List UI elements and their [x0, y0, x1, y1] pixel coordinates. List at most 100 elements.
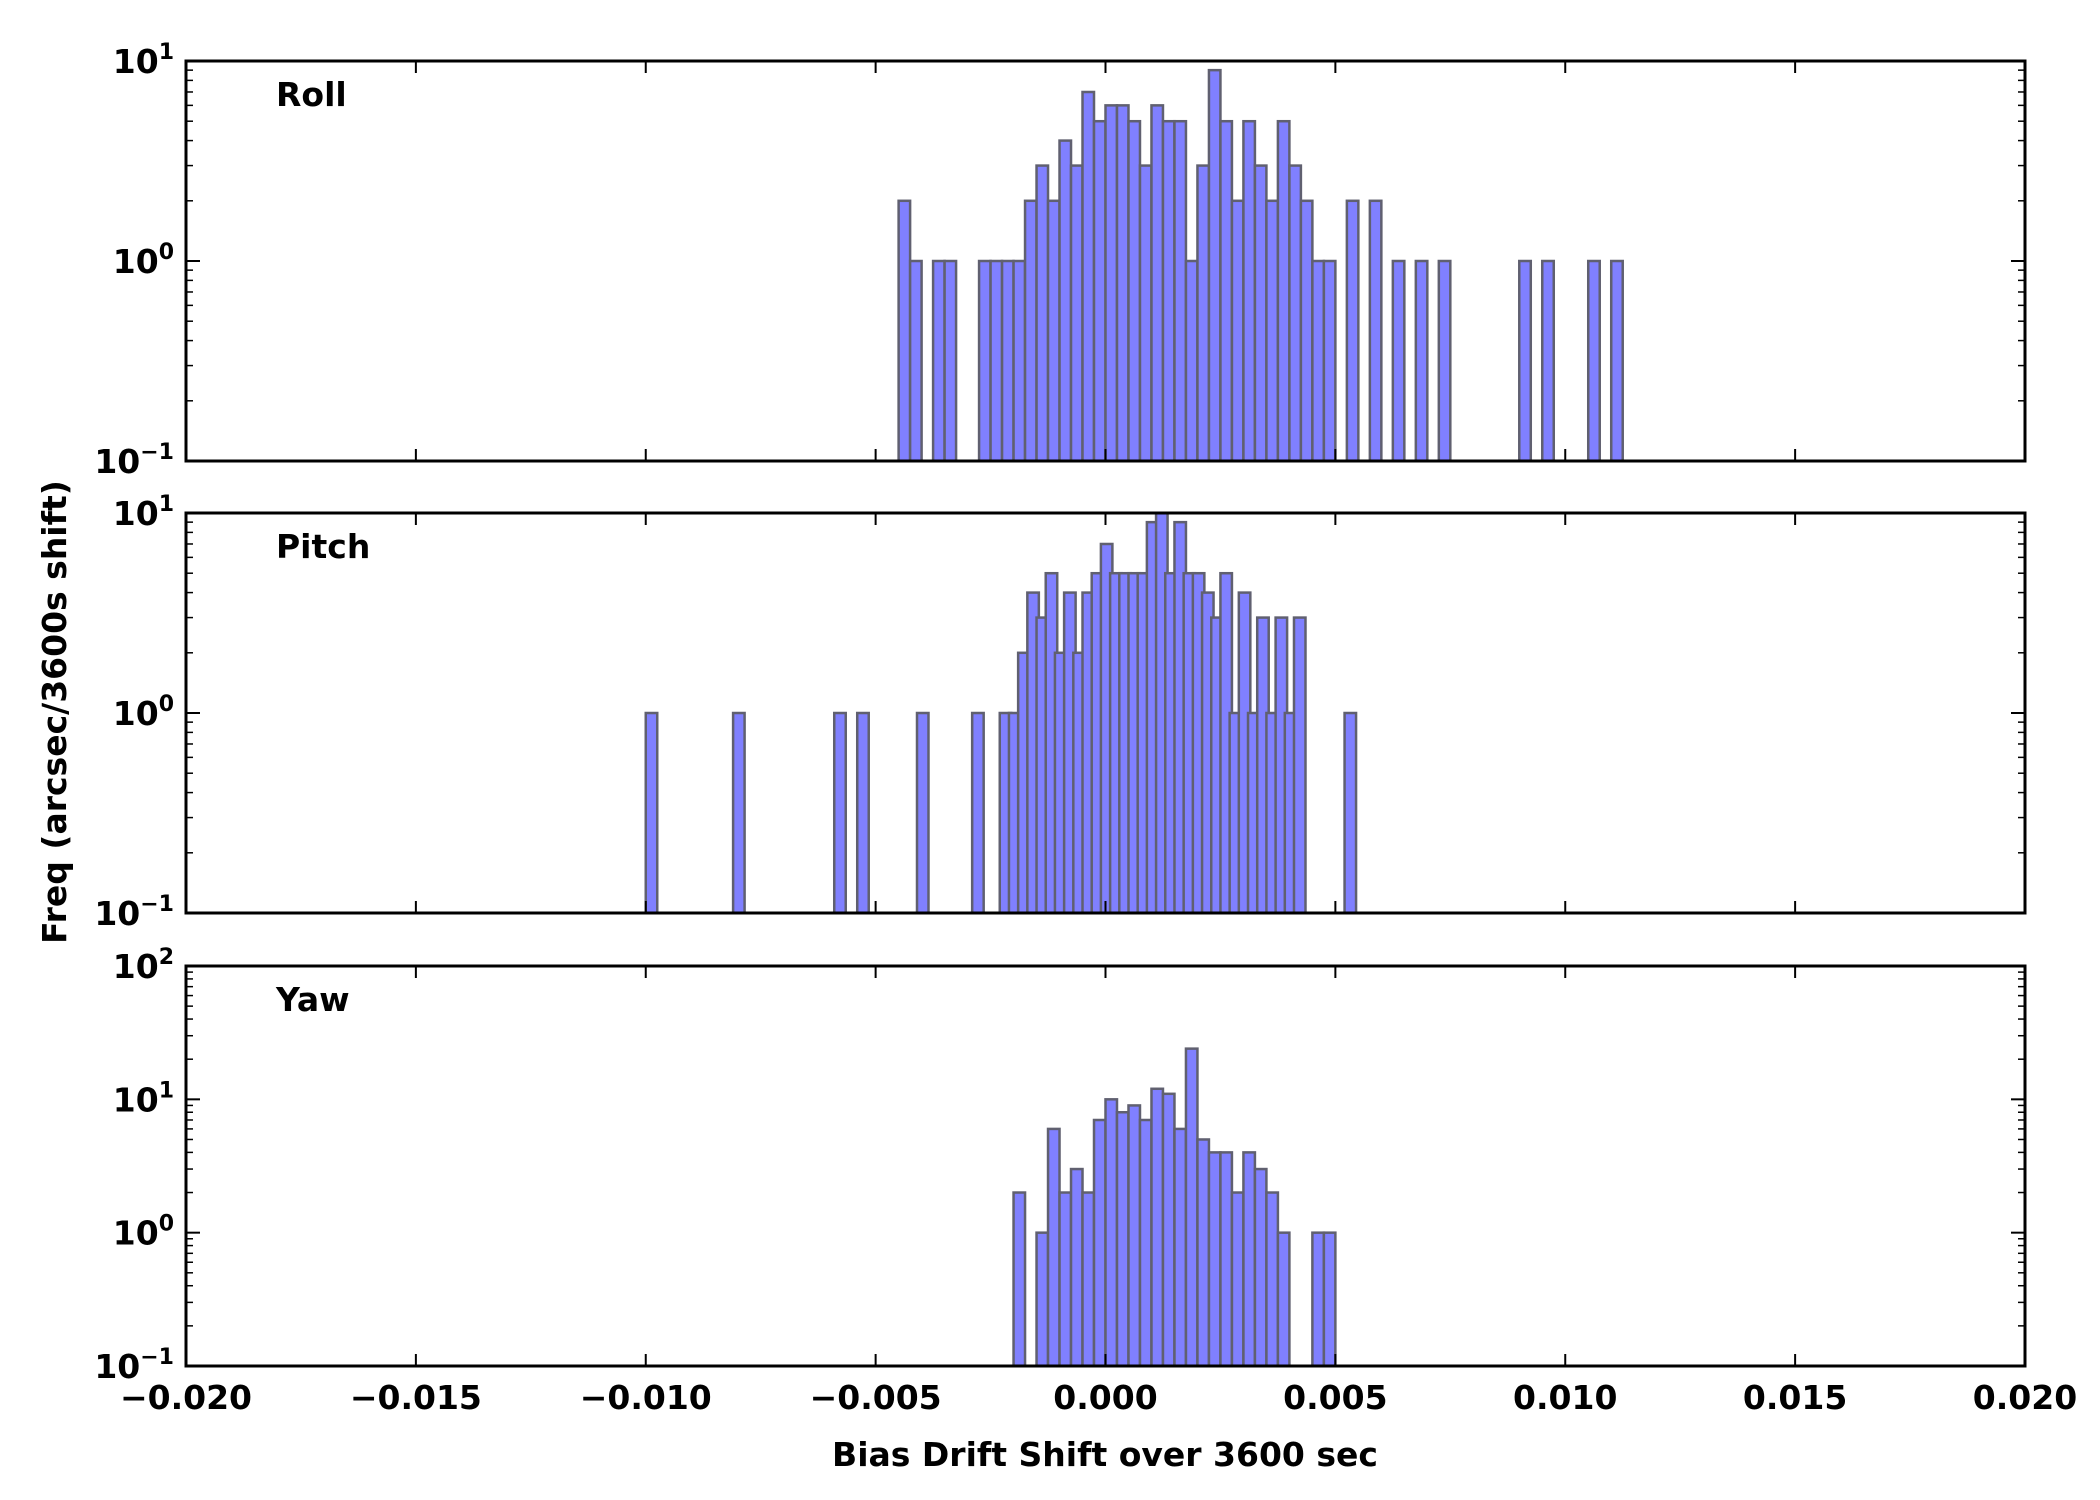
histogram-bar — [1000, 259, 1015, 461]
pitch-panel-label: Pitch — [276, 527, 370, 566]
histogram-bar — [931, 259, 946, 461]
y-tick-label: 100 — [113, 1212, 174, 1253]
histogram-bar — [1058, 139, 1073, 461]
histogram-bar — [1207, 68, 1222, 461]
roll-ticks — [185, 60, 2026, 462]
y-tick-label: 10−1 — [94, 1345, 174, 1386]
histogram-bar — [1081, 1191, 1096, 1366]
histogram-bar — [1035, 1231, 1050, 1366]
histogram-bar — [1150, 1087, 1165, 1366]
histogram-bar — [1253, 1167, 1268, 1366]
histogram-bar — [1343, 711, 1358, 913]
histogram-bar — [855, 711, 870, 913]
histogram-bar — [1127, 119, 1142, 461]
x-tick-label: −0.010 — [580, 1378, 712, 1417]
histogram-bar — [1230, 1191, 1245, 1366]
yaw-panel-label: Yaw — [275, 980, 350, 1019]
histogram-bar — [1092, 119, 1107, 461]
histogram-bar — [1609, 259, 1624, 461]
histogram-bar — [1276, 119, 1291, 461]
histogram-bar — [1242, 1151, 1257, 1366]
histogram-bar — [1081, 90, 1096, 461]
histogram-bar — [1046, 1127, 1061, 1366]
histogram-bar — [1437, 259, 1452, 461]
x-tick-label: 0.015 — [1743, 1378, 1847, 1417]
histogram-bar — [1219, 119, 1234, 461]
histogram-bar — [1196, 1138, 1211, 1366]
histogram-bar — [1069, 1167, 1084, 1366]
histogram-bar — [897, 199, 912, 461]
y-tick-label: 10−1 — [94, 440, 174, 481]
x-tick-label: 0.005 — [1283, 1378, 1387, 1417]
histogram-bar — [1104, 1098, 1119, 1366]
y-tick-label: 101 — [113, 40, 174, 81]
histogram-bar — [1414, 259, 1429, 461]
histogram-bar — [1541, 259, 1556, 461]
roll-panel-label: Roll — [276, 75, 347, 114]
histogram-bar — [1391, 259, 1406, 461]
histogram-bar — [1299, 199, 1314, 461]
y-axis-label: Freq (arcsec/3600s shift) — [35, 480, 74, 944]
histogram-bar — [1219, 1151, 1234, 1366]
histogram-bar — [1253, 164, 1268, 461]
histogram-bar — [915, 711, 930, 913]
histogram-bar — [1161, 119, 1176, 461]
x-tick-label: −0.005 — [810, 1378, 942, 1417]
histogram-bar — [989, 259, 1004, 461]
histogram-bar — [1184, 259, 1199, 461]
x-tick-label: −0.020 — [120, 1378, 252, 1417]
histogram-bar — [1161, 1092, 1176, 1366]
x-tick-label: 0.010 — [1513, 1378, 1617, 1417]
y-tick-label: 102 — [113, 945, 174, 986]
histogram-bar — [1265, 1191, 1280, 1366]
pitch-histogram — [644, 513, 1358, 913]
pitch-panel: 10−1 100 101 Pitch — [94, 492, 2027, 933]
histogram-bar — [1173, 1127, 1188, 1366]
histogram-bar — [644, 711, 659, 913]
histogram-bar — [1150, 104, 1165, 461]
yaw-histogram — [1012, 1047, 1337, 1366]
histogram-bar — [1586, 259, 1601, 461]
histogram-bar — [1035, 164, 1050, 461]
yaw-ticks — [185, 965, 2026, 1367]
histogram-bar — [1012, 259, 1027, 461]
histogram-bar — [1242, 119, 1257, 461]
histogram-bar — [1196, 164, 1211, 461]
histogram-bar — [1311, 1231, 1326, 1366]
histogram-bar — [1104, 104, 1119, 461]
roll-histogram — [897, 68, 1624, 461]
histogram-bar — [1069, 164, 1084, 461]
histogram-bar — [1173, 119, 1188, 461]
histogram-bar — [1115, 104, 1130, 461]
histogram-bar — [1023, 199, 1038, 461]
x-tick-label: −0.015 — [350, 1378, 482, 1417]
histogram-bar — [1127, 1104, 1142, 1366]
histogram-bar — [977, 259, 992, 461]
histogram-bar — [1058, 1191, 1073, 1366]
histogram-bar — [1046, 199, 1061, 461]
histogram-bar — [1230, 199, 1245, 461]
histogram-bar — [1138, 1118, 1153, 1366]
histogram-bar — [1184, 1047, 1199, 1366]
histogram-bar — [1322, 259, 1337, 461]
y-tick-label: 101 — [113, 492, 174, 533]
pitch-ticks — [185, 512, 2026, 914]
panels: 10−1100101Roll10−1100101Pitch10−11001011… — [94, 40, 2077, 1417]
histogram-bar — [1518, 259, 1533, 461]
histogram-bar — [832, 711, 847, 913]
histogram-bar — [1092, 1118, 1107, 1366]
histogram-bar — [943, 259, 958, 461]
x-axis-label: Bias Drift Shift over 3600 sec — [832, 1435, 1378, 1474]
roll-panel: 10−1 100 101 Roll — [94, 40, 2027, 481]
histogram-bar — [1311, 259, 1326, 461]
histogram-bar — [1292, 616, 1307, 913]
y-tick-label: 101 — [113, 1078, 174, 1119]
histogram-bar — [731, 711, 746, 913]
histogram-bar — [1368, 199, 1383, 461]
histogram-bar — [1207, 1151, 1222, 1366]
y-tick-label: 100 — [113, 240, 174, 281]
histogram-bar — [1012, 1191, 1027, 1366]
histogram-bar — [908, 259, 923, 461]
yaw-panel: 10−1 100 101 102 Yaw −0.020 −0.015 −0.010 −0.005… — [94, 945, 2077, 1417]
